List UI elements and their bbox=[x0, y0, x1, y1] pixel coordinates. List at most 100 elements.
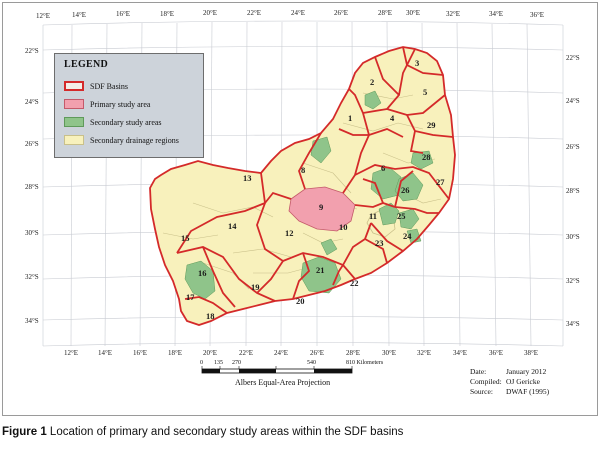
lon-label-top: 16°E bbox=[116, 10, 130, 18]
meta-compiled-key: Compiled: bbox=[470, 377, 502, 386]
projection-label: Albers Equal-Area Projection bbox=[235, 378, 331, 387]
lat-labels-left: 22°S 24°S 26°S 28°S 30°S 32°S 34°S bbox=[25, 47, 39, 325]
region-number: 27 bbox=[436, 177, 445, 187]
region-number: 18 bbox=[206, 311, 215, 321]
lon-label-bottom: 30°E bbox=[382, 349, 396, 357]
map-canvas: 12°E 14°E 16°E 18°E 20°E 22°E 24°E 26°E … bbox=[25, 9, 580, 374]
region-number: 5 bbox=[423, 87, 427, 97]
lon-labels-top: 12°E 14°E 16°E 18°E 20°E 22°E 24°E 26°E … bbox=[36, 9, 544, 20]
meta-date-key: Date: bbox=[470, 367, 487, 376]
region-number: 26 bbox=[401, 185, 410, 195]
region-number: 21 bbox=[316, 265, 325, 275]
figure-caption-text: Location of primary and secondary study … bbox=[46, 426, 404, 438]
region-number: 16 bbox=[198, 268, 207, 278]
region-number: 19 bbox=[251, 282, 260, 292]
lon-labels-bottom: 12°E 14°E 16°E 18°E 20°E 22°E 24°E 26°E … bbox=[64, 349, 538, 357]
legend-title: LEGEND bbox=[64, 59, 109, 70]
lon-label-bottom: 18°E bbox=[168, 349, 182, 357]
scale-bar bbox=[201, 366, 353, 374]
region-number: 13 bbox=[243, 173, 252, 183]
lat-label-left: 32°S bbox=[25, 273, 39, 281]
meta-compiled-row: Compiled: OJ Gericke bbox=[470, 377, 549, 387]
lon-label-bottom: 28°E bbox=[346, 349, 360, 357]
lon-label-bottom: 36°E bbox=[489, 349, 503, 357]
lon-label-top: 24°E bbox=[291, 9, 305, 17]
scale-label: 0 bbox=[200, 360, 203, 366]
lat-label-right: 24°S bbox=[566, 97, 580, 105]
lon-label-bottom: 34°E bbox=[453, 349, 467, 357]
secondary-drainage-regions-swatch bbox=[64, 135, 84, 145]
lon-label-bottom: 32°E bbox=[417, 349, 431, 357]
lon-label-top: 20°E bbox=[203, 9, 217, 17]
lat-label-left: 28°S bbox=[25, 183, 39, 191]
legend-item-secondary-drainage-regions: Secondary drainage regions bbox=[64, 134, 179, 146]
region-number: 24 bbox=[403, 231, 412, 241]
region-number: 12 bbox=[285, 228, 294, 238]
region-number: 9 bbox=[319, 202, 323, 212]
region-number: 11 bbox=[369, 211, 377, 221]
lon-label-bottom: 38°E bbox=[524, 349, 538, 357]
scale-label: 810 Kilometers bbox=[346, 360, 384, 366]
legend-label: Primary study area bbox=[90, 99, 151, 109]
region-number: 14 bbox=[228, 221, 237, 231]
lat-label-right: 22°S bbox=[566, 54, 580, 62]
lat-label-left: 34°S bbox=[25, 317, 39, 325]
region-number: 25 bbox=[397, 211, 406, 221]
legend-item-secondary-study-areas: Secondary study areas bbox=[64, 116, 162, 128]
scale-label: 135 bbox=[214, 360, 223, 366]
region-number: 6 bbox=[381, 163, 385, 173]
lon-label-bottom: 20°E bbox=[203, 349, 217, 357]
figure-caption: Figure 1 Location of primary and seconda… bbox=[2, 426, 403, 438]
region-number: 15 bbox=[181, 233, 190, 243]
lon-label-top: 14°E bbox=[72, 11, 86, 19]
meta-source-row: Source: DWAF (1995) bbox=[470, 387, 549, 397]
sdf-basins-swatch bbox=[64, 81, 84, 91]
legend-item-primary-study-area: Primary study area bbox=[64, 98, 150, 110]
figure-label: Figure 1 bbox=[2, 426, 47, 438]
lon-label-bottom: 12°E bbox=[64, 349, 78, 357]
lat-label-right: 26°S bbox=[566, 143, 580, 151]
meta-source-key: Source: bbox=[470, 387, 493, 396]
primary-study-area bbox=[288, 186, 356, 232]
legend-label: Secondary study areas bbox=[90, 117, 162, 127]
lat-labels-right: 22°S 24°S 26°S 28°S 30°S 32°S 34°S bbox=[566, 54, 580, 328]
scale-label: 540 bbox=[307, 360, 316, 366]
region-number: 3 bbox=[415, 58, 419, 68]
primary-study-area-swatch bbox=[64, 99, 84, 109]
lon-label-top: 22°E bbox=[247, 9, 261, 17]
lon-label-top: 18°E bbox=[160, 10, 174, 18]
meta-source-value: DWAF (1995) bbox=[506, 387, 550, 396]
lon-label-bottom: 16°E bbox=[133, 349, 147, 357]
region-number: 20 bbox=[296, 296, 305, 306]
legend: LEGEND SDF Basins Primary study area Sec… bbox=[54, 53, 204, 158]
meta-compiled-value: OJ Gericke bbox=[506, 377, 540, 386]
legend-label: Secondary drainage regions bbox=[90, 135, 179, 145]
region-number: 22 bbox=[350, 278, 359, 288]
secondary-study-areas-swatch bbox=[64, 117, 84, 127]
region-number: 28 bbox=[422, 152, 431, 162]
region-number: 10 bbox=[339, 222, 348, 232]
legend-label: SDF Basins bbox=[90, 81, 129, 91]
lon-label-top: 26°E bbox=[334, 9, 348, 17]
map-metadata: Date: January 2012 Compiled: OJ Gericke … bbox=[470, 367, 549, 397]
lat-label-left: 24°S bbox=[25, 98, 39, 106]
region-number: 29 bbox=[427, 120, 436, 130]
region-numbers: 1 2 3 4 5 6 8 9 10 11 12 13 14 15 16 17 … bbox=[181, 58, 445, 321]
region-number: 17 bbox=[186, 292, 195, 302]
scale-label: 270 bbox=[232, 360, 241, 366]
lat-label-left: 22°S bbox=[25, 47, 39, 55]
lon-label-bottom: 24°E bbox=[274, 349, 288, 357]
lon-label-top: 36°E bbox=[530, 11, 544, 19]
meta-date-value: January 2012 bbox=[506, 367, 547, 376]
lon-label-bottom: 22°E bbox=[239, 349, 253, 357]
region-number: 2 bbox=[370, 77, 374, 87]
lon-label-bottom: 26°E bbox=[310, 349, 324, 357]
region-number: 4 bbox=[390, 113, 395, 123]
lon-label-top: 12°E bbox=[36, 12, 50, 20]
region-number: 23 bbox=[375, 238, 384, 248]
sdf-basin-outlines bbox=[149, 46, 456, 326]
lon-label-bottom: 14°E bbox=[98, 349, 112, 357]
legend-item-sdf-basins: SDF Basins bbox=[64, 80, 128, 92]
lat-label-right: 28°S bbox=[566, 187, 580, 195]
meta-date-row: Date: January 2012 bbox=[470, 367, 549, 377]
